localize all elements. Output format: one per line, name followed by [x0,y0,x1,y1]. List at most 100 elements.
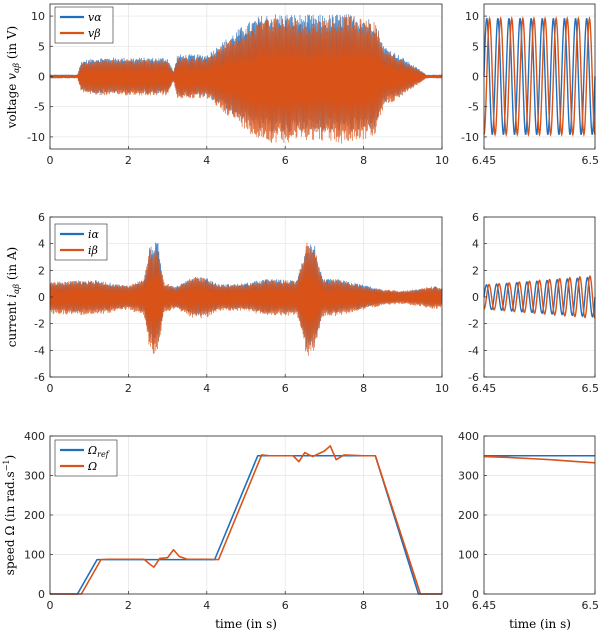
x-tick-label: 6.45 [472,382,497,395]
legend-box [54,6,114,44]
series-beta-line [483,15,596,138]
y-tick-label: 5 [38,40,45,53]
series-marks [483,275,596,319]
legend-label: iβ [88,244,98,257]
y-tick-label: -10 [461,131,479,144]
y-tick-label: -2 [34,318,45,331]
series-marks [483,15,596,138]
x-tick-label: 2 [125,382,132,395]
series-measured-line [483,455,596,464]
x-tick-label: 8 [360,382,367,395]
series-measured-line [50,445,442,595]
y-tick-label: 300 [24,470,45,483]
x-tick-label: 10 [435,154,449,167]
y-tick-label: 0 [38,71,45,84]
tick-labels: 6.45 6.5 -10 -5 0 5 10 [461,10,599,167]
x-tick-label: 6.45 [472,599,497,612]
x-tick-label: 4 [203,154,210,167]
y-tick-label: 200 [458,509,479,522]
panel-voltage-zoom: 6.45 6.5 -10 -5 0 5 10 [461,3,599,167]
x-tick-label: 4 [203,599,210,612]
y-tick-label: 400 [458,430,479,443]
legend-label: vβ [88,27,101,40]
x-tick-label: 6 [282,599,289,612]
y-tick-label: 10 [465,10,479,23]
x-tick-label: 0 [47,154,54,167]
legend-box [54,223,108,261]
x-tick-label: 0 [47,382,54,395]
y-tick-label: 0 [38,291,45,304]
y-tick-label: -5 [468,101,479,114]
y-axis-label: current iαβ (in A) [5,247,21,348]
x-tick-label: 8 [360,154,367,167]
x-tick-label: 0 [47,599,54,612]
x-tick-label: 8 [360,599,367,612]
series-alpha-line [483,18,596,135]
tick-labels: 0 2 4 6 8 10 -10 -5 0 5 10 [27,10,449,167]
y-tick-label: -5 [34,101,45,114]
series-marks [49,242,443,356]
y-tick-label: 4 [38,238,45,251]
panel-voltage-main: 0 2 4 6 8 10 -10 -5 0 5 10 voltage vαβ (in V) vα v… [5,3,449,167]
legend-label: vα [88,11,102,24]
y-tick-label: -6 [34,371,45,384]
series-alpha-line [483,276,596,318]
y-tick-label: 4 [472,238,479,251]
x-axis-label: time (in s) [215,617,277,631]
x-tick-label: 2 [125,154,132,167]
y-tick-label: -10 [27,131,45,144]
y-tick-label: 0 [472,71,479,84]
legend: vα vβ [54,6,114,44]
panel-speed-zoom: 6.45 6.5 0 100 200 300 400 time (in s) [458,430,599,631]
legend: Ωref Ω [54,439,118,477]
x-tick-label: 6.5 [582,599,600,612]
y-tick-label: -6 [468,371,479,384]
y-tick-label: 200 [24,509,45,522]
series-marks [49,14,443,144]
legend-label: iα [88,228,100,241]
legend-label: Ω [87,460,97,473]
x-axis-label: time (in s) [509,617,571,631]
y-tick-label: 10 [31,10,45,23]
y-tick-label: 0 [472,291,479,304]
y-tick-label: 2 [38,264,45,277]
series-marks [50,445,442,595]
y-tick-label: 6 [38,211,45,224]
series-beta-line [49,15,443,144]
y-axis-label: voltage vαβ (in V) [5,26,21,129]
x-tick-label: 6 [282,154,289,167]
series-beta-line [49,242,443,356]
y-tick-label: 400 [24,430,45,443]
x-tick-label: 2 [125,599,132,612]
series-beta-line [483,275,596,319]
tick-labels: 6.45 6.5 -6 -4 -2 0 2 4 6 [468,211,599,395]
legend-box [54,439,118,477]
series-reference-line [50,454,442,595]
x-tick-label: 4 [203,382,210,395]
tick-labels: 0 2 4 6 8 10 -6 -4 -2 0 2 4 6 [34,211,449,395]
x-tick-label: 10 [435,599,449,612]
y-tick-label: -4 [34,344,45,357]
y-tick-label: -4 [468,344,479,357]
x-tick-label: 10 [435,382,449,395]
y-axis-label: speed Ω (in rad.s−1) [2,455,17,575]
y-tick-label: 100 [24,549,45,562]
tick-labels: 6.45 6.5 0 100 200 300 400 [458,430,599,612]
series-marks [483,454,596,464]
y-tick-label: 100 [458,549,479,562]
legend: iα iβ [54,223,108,261]
x-tick-label: 6 [282,382,289,395]
y-tick-label: 5 [472,40,479,53]
panel-current-main: 0 2 4 6 8 10 -6 -4 -2 0 2 4 6 current iαβ (in A) iα … [5,211,449,395]
x-tick-label: 6.5 [582,382,600,395]
x-tick-label: 6.45 [472,154,497,167]
y-tick-label: 0 [472,588,479,601]
y-tick-label: 300 [458,470,479,483]
panel-current-zoom: 6.45 6.5 -6 -4 -2 0 2 4 6 [468,211,599,395]
y-tick-label: -2 [468,318,479,331]
y-tick-label: 0 [38,588,45,601]
y-tick-label: 6 [472,211,479,224]
